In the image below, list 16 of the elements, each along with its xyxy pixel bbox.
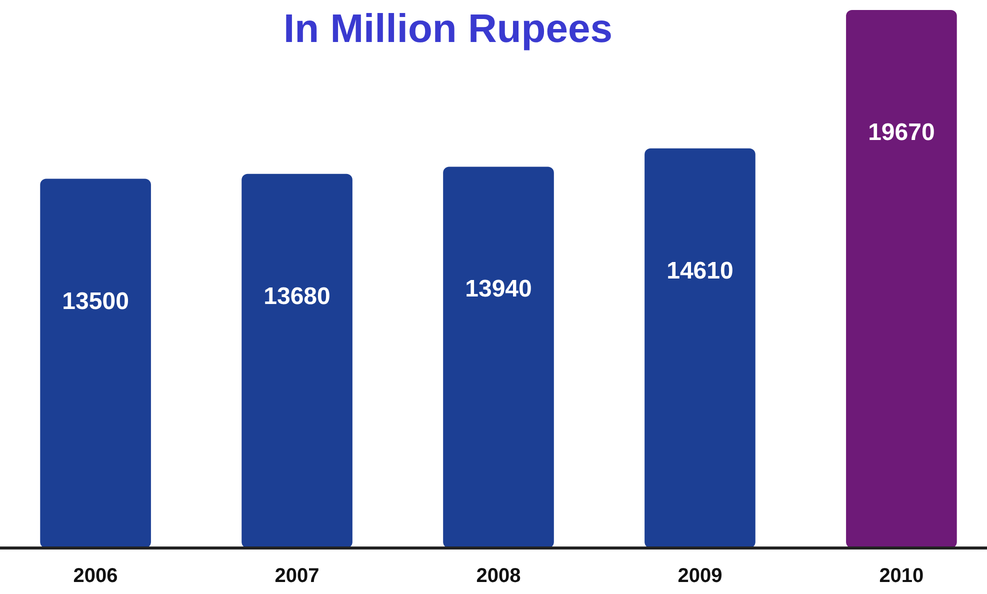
bar [846,10,957,548]
x-tick-label: 2009 [678,565,722,587]
data-label: 13940 [465,276,532,303]
data-label: 14610 [666,257,734,284]
data-label: 13680 [264,282,330,310]
x-tick-label: 2007 [274,565,320,587]
data-label: 13500 [62,288,129,315]
x-tick-label: 2008 [476,565,521,587]
bar [644,148,756,548]
x-tick-label: 2010 [879,565,924,587]
bar [443,166,554,548]
bar [242,174,352,548]
data-label: 19670 [868,119,935,146]
chart-title: In Million Rupees [284,7,612,51]
bar [40,178,151,548]
x-tick-label: 2006 [73,565,118,587]
